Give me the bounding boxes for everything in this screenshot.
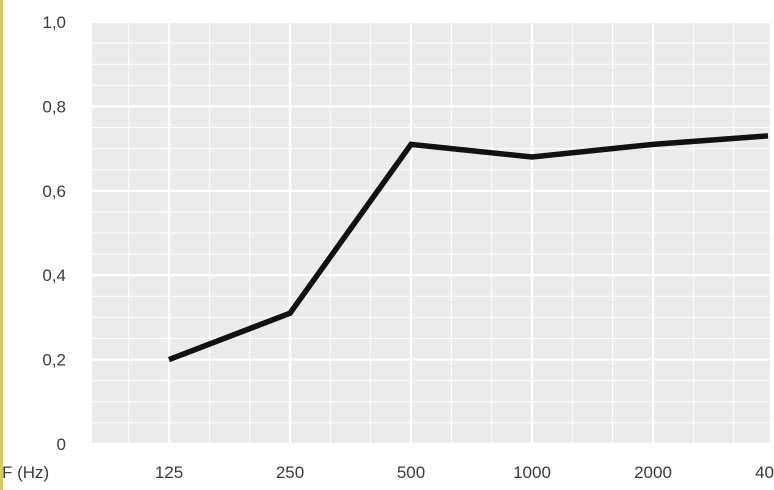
x-tick-label: 250 <box>276 463 304 482</box>
y-tick-label: 0,8 <box>42 97 66 116</box>
x-tick-label: 125 <box>155 463 183 482</box>
y-tick-label: 0 <box>57 435 66 454</box>
y-axis-tick-labels: 0 0,2 0,4 0,6 0,8 1,0 <box>42 13 66 454</box>
page-edge-strip <box>0 0 3 490</box>
data-series <box>168 133 769 363</box>
y-tick-label: 0,2 <box>42 351 66 370</box>
y-tick-label: 1,0 <box>42 13 66 32</box>
y-tick-label: 0,6 <box>42 182 66 201</box>
x-tick-label: 1000 <box>513 463 551 482</box>
x-axis-tick-labels: 125 250 500 1000 2000 4000 <box>155 463 774 482</box>
x-tick-label: 2000 <box>634 463 672 482</box>
series-line <box>168 133 769 363</box>
x-tick-label: 4000 <box>755 463 774 482</box>
x-tick-label: 500 <box>397 463 425 482</box>
grid-lines <box>92 20 770 446</box>
y-tick-label: 0,4 <box>42 266 66 285</box>
x-axis-label: F (Hz) <box>2 463 49 482</box>
